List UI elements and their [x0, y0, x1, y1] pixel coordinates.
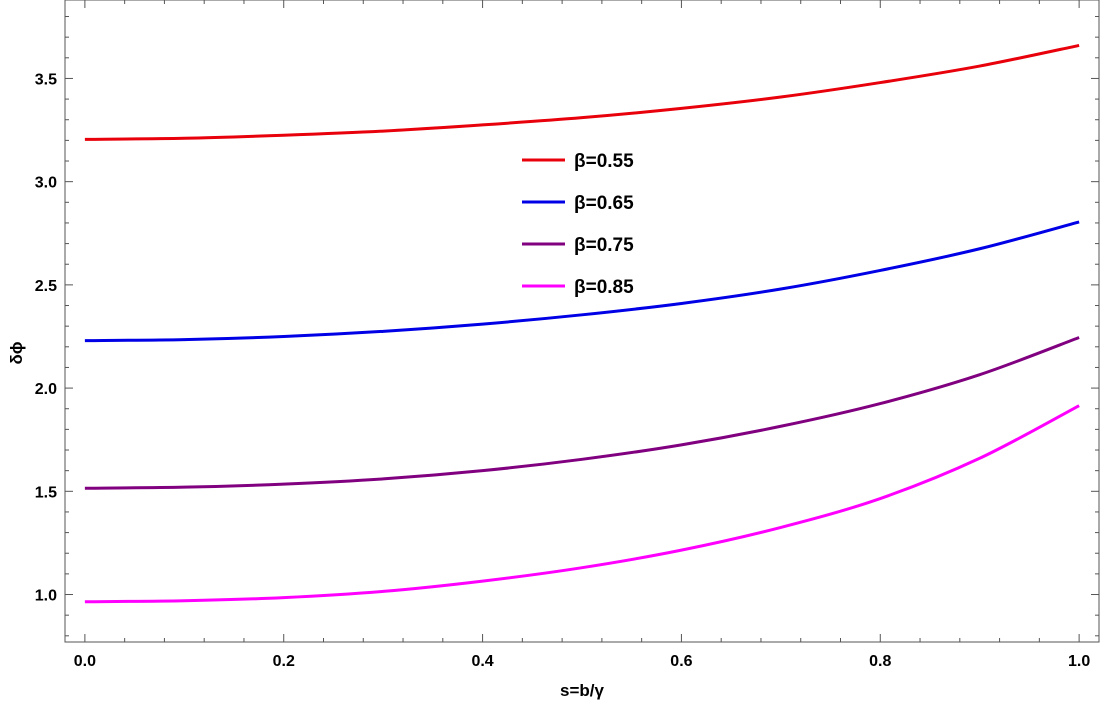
legend-label-1: β=0.65	[574, 193, 634, 214]
y-tick-label: 1.0	[35, 588, 57, 605]
plot-frame	[64, 0, 1100, 643]
x-tick-label: 0.4	[471, 653, 493, 670]
x-tick-label: 1.0	[1068, 653, 1090, 670]
y-tick-label: 2.5	[35, 278, 57, 295]
legend: β=0.55 β=0.65 β=0.75 β=0.85	[522, 151, 634, 298]
series-lines	[84, 43, 1080, 604]
legend-label-2: β=0.75	[574, 235, 634, 256]
series-line-2	[84, 336, 1080, 490]
x-tick-label: 0.6	[670, 653, 692, 670]
y-axis-label: δϕ	[7, 341, 26, 364]
series-line-1	[84, 220, 1080, 343]
y-tick-label: 2.0	[35, 381, 57, 398]
legend-label-0: β=0.55	[574, 151, 634, 172]
x-axis-label: s=b/γ	[560, 681, 604, 700]
x-tick-label: 0.8	[869, 653, 891, 670]
legend-label-3: β=0.85	[574, 277, 634, 298]
x-axis: 0.0 0.2 0.4 0.6 0.8 1.0	[74, 0, 1090, 670]
series-line-3	[84, 404, 1080, 604]
y-tick-label: 3.5	[35, 71, 57, 88]
y-tick-label: 3.0	[35, 175, 57, 192]
x-tick-label: 0.0	[74, 653, 96, 670]
y-tick-label: 1.5	[35, 484, 57, 501]
x-tick-label: 0.2	[273, 653, 295, 670]
y-axis: 1.0 1.5 2.0 2.5 3.0 3.5	[35, 16, 1099, 637]
series-line-0	[84, 43, 1080, 141]
